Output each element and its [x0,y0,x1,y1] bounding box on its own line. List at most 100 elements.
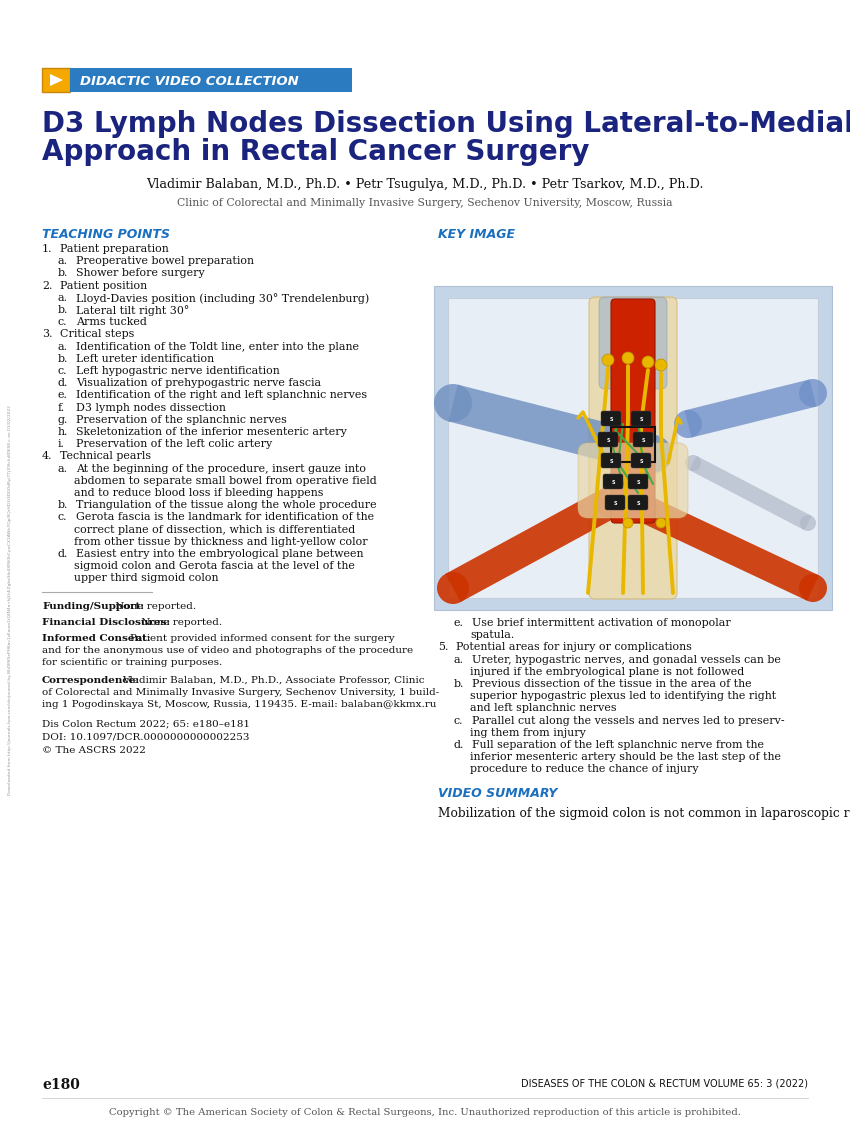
Text: d.: d. [454,740,464,750]
Text: S: S [609,417,613,421]
Text: S: S [639,459,643,463]
Text: S: S [611,479,615,485]
Text: Patient position: Patient position [60,281,147,290]
Text: Informed Consent:: Informed Consent: [42,634,150,643]
Text: Left ureter identification: Left ureter identification [76,354,214,364]
Text: Ureter, hypogastric nerves, and gonadal vessels can be: Ureter, hypogastric nerves, and gonadal … [472,654,781,665]
Text: Skeletonization of the inferior mesenteric artery: Skeletonization of the inferior mesenter… [76,427,347,437]
Text: Approach in Rectal Cancer Surgery: Approach in Rectal Cancer Surgery [42,138,590,166]
Text: D3 lymph nodes dissection: D3 lymph nodes dissection [76,403,226,413]
Text: superior hypogastric plexus led to identifying the right: superior hypogastric plexus led to ident… [470,691,776,701]
Circle shape [622,352,634,364]
Text: Financial Disclosures:: Financial Disclosures: [42,618,170,627]
Text: 4.: 4. [42,452,53,461]
Text: g.: g. [58,414,68,424]
Text: a.: a. [58,292,68,303]
Text: Arms tucked: Arms tucked [76,318,147,328]
Text: Identification of the Toldt line, enter into the plane: Identification of the Toldt line, enter … [76,341,359,352]
Circle shape [434,384,472,422]
Text: and for the anonymous use of video and photographs of the procedure: and for the anonymous use of video and p… [42,645,413,654]
Circle shape [800,516,816,531]
Text: b.: b. [58,305,68,315]
Polygon shape [689,456,812,530]
Text: a.: a. [58,256,68,266]
FancyBboxPatch shape [42,68,70,92]
Text: correct plane of dissection, which is differentiated: correct plane of dissection, which is di… [74,525,355,535]
Text: Downloaded from http://journals.lww.com/dcrjournal by BhDMf5ePHKav1zEoum1tQfN4a+: Downloaded from http://journals.lww.com/… [8,405,12,795]
Text: 3.: 3. [42,329,53,339]
Text: upper third sigmoid colon: upper third sigmoid colon [74,574,218,584]
Text: d.: d. [58,549,68,559]
Text: Visualization of prehypogastric nerve fascia: Visualization of prehypogastric nerve fa… [76,378,321,388]
FancyBboxPatch shape [631,411,651,426]
Text: D3 Lymph Nodes Dissection Using Lateral-to-Medial: D3 Lymph Nodes Dissection Using Lateral-… [42,110,850,138]
Text: procedure to reduce the chance of injury: procedure to reduce the chance of injury [470,765,699,774]
Text: None reported.: None reported. [138,618,222,627]
FancyBboxPatch shape [448,298,818,597]
Text: and left splanchnic nerves: and left splanchnic nerves [470,703,616,714]
Circle shape [642,356,654,368]
Text: 5.: 5. [438,642,448,652]
Circle shape [655,358,667,371]
Text: Triangulation of the tissue along the whole procedure: Triangulation of the tissue along the wh… [76,501,377,510]
Text: 2.: 2. [42,281,53,290]
Text: b.: b. [58,354,68,364]
Text: None reported.: None reported. [111,602,196,611]
Text: Technical pearls: Technical pearls [60,452,151,461]
FancyBboxPatch shape [589,297,677,599]
Text: Lloyd-Davies position (including 30° Trendelenburg): Lloyd-Davies position (including 30° Tre… [76,292,369,304]
Text: spatula.: spatula. [470,630,514,641]
FancyBboxPatch shape [70,68,352,92]
FancyBboxPatch shape [598,432,618,447]
Text: c.: c. [58,366,67,376]
Text: e.: e. [454,618,464,628]
Text: © The ASCRS 2022: © The ASCRS 2022 [42,745,146,754]
Circle shape [799,574,827,602]
Circle shape [674,410,702,438]
Text: VIDEO SUMMARY: VIDEO SUMMARY [438,786,558,800]
Text: c.: c. [58,512,67,522]
Text: Parallel cut along the vessels and nerves led to preserv-: Parallel cut along the vessels and nerve… [472,716,785,726]
Text: Mobilization of the sigmoid colon is not common in laparoscopic rectal cancer su: Mobilization of the sigmoid colon is not… [438,807,850,819]
Polygon shape [684,379,816,438]
Text: S: S [609,459,613,463]
Text: a.: a. [58,341,68,352]
Text: for scientific or training purposes.: for scientific or training purposes. [42,658,222,667]
Text: ing them from injury: ing them from injury [470,728,586,737]
FancyBboxPatch shape [578,443,688,518]
Text: d.: d. [58,378,68,388]
Text: ing 1 Pogodinskaya St, Moscow, Russia, 119435. E-mail: balaban@kkmx.ru: ing 1 Pogodinskaya St, Moscow, Russia, 1… [42,700,436,709]
Text: Previous dissection of the tissue in the area of the: Previous dissection of the tissue in the… [472,679,751,688]
Text: abdomen to separate small bowel from operative field: abdomen to separate small bowel from ope… [74,476,377,486]
FancyBboxPatch shape [633,432,653,447]
Text: Vladimir Balaban, M.D., Ph.D., Associate Professor, Clinic: Vladimir Balaban, M.D., Ph.D., Associate… [122,676,424,685]
Text: At the beginning of the procedure, insert gauze into: At the beginning of the procedure, inser… [76,463,366,473]
Text: Preservation of the left colic artery: Preservation of the left colic artery [76,439,272,450]
Text: Preoperative bowel preparation: Preoperative bowel preparation [76,256,254,266]
Text: Copyright © The American Society of Colon & Rectal Surgeons, Inc. Unauthorized r: Copyright © The American Society of Colo… [109,1108,741,1118]
Text: b.: b. [454,679,464,688]
FancyBboxPatch shape [628,495,648,510]
FancyBboxPatch shape [603,475,623,489]
Text: DOI: 10.1097/DCR.0000000000002253: DOI: 10.1097/DCR.0000000000002253 [42,733,250,742]
Text: a.: a. [454,654,464,665]
Text: Clinic of Colorectal and Minimally Invasive Surgery, Sechenov University, Moscow: Clinic of Colorectal and Minimally Invas… [178,198,672,208]
Circle shape [629,494,657,522]
Text: TEACHING POINTS: TEACHING POINTS [42,228,170,241]
Text: Vladimir Balaban, M.D., Ph.D. • Petr Tsugulya, M.D., Ph.D. • Petr Tsarkov, M.D.,: Vladimir Balaban, M.D., Ph.D. • Petr Tsu… [146,178,704,191]
Text: S: S [639,417,643,421]
Circle shape [799,379,827,407]
FancyBboxPatch shape [434,286,832,610]
Text: f.: f. [58,403,65,413]
Text: sigmoid colon and Gerota fascia at the level of the: sigmoid colon and Gerota fascia at the l… [74,561,355,571]
FancyBboxPatch shape [605,495,625,510]
Circle shape [595,486,627,518]
Text: Left hypogastric nerve identification: Left hypogastric nerve identification [76,366,280,376]
Text: Patient provided informed consent for the surgery: Patient provided informed consent for th… [130,634,394,643]
Circle shape [437,572,469,604]
Text: i.: i. [58,439,65,450]
Text: Identification of the right and left splanchnic nerves: Identification of the right and left spl… [76,390,367,401]
Text: Full separation of the left splanchnic nerve from the: Full separation of the left splanchnic n… [472,740,764,750]
Text: S: S [606,437,609,443]
Text: Dis Colon Rectum 2022; 65: e180–e181: Dis Colon Rectum 2022; 65: e180–e181 [42,719,250,728]
